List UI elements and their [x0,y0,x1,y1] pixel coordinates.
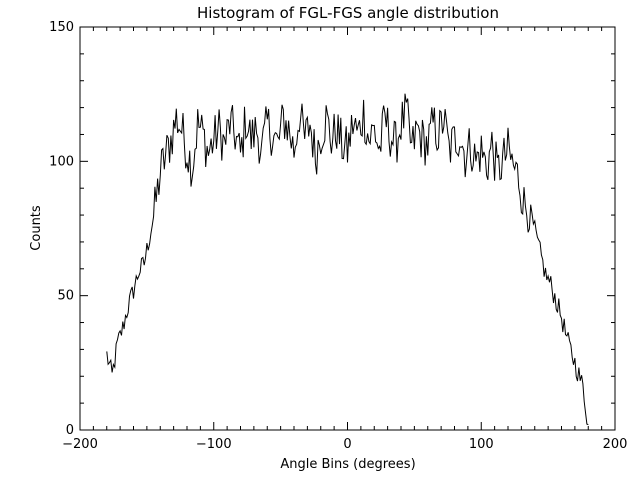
y-tick-label: 50 [57,289,74,304]
x-axis-ticks [79,27,616,430]
x-tick-label: 200 [603,437,628,452]
y-tick-label: 0 [66,423,74,438]
y-axis-label: Counts [29,205,44,251]
series-line-counts [106,93,589,426]
plot-frame [79,26,616,431]
chart-title: Histogram of FGL-FGS angle distribution [197,4,499,22]
x-tick-label: −100 [196,437,232,452]
plot-area: −200 −100 0 100 200 0 50 100 150 [49,20,627,452]
y-axis-tick-labels: 0 50 100 150 [49,20,74,438]
x-tick-label: −200 [62,437,98,452]
x-axis-tick-labels: −200 −100 0 100 200 [62,437,627,452]
x-tick-label: 0 [343,437,351,452]
x-axis-label: Angle Bins (degrees) [280,457,415,472]
y-tick-label: 150 [49,20,74,35]
y-tick-label: 100 [49,154,74,169]
x-tick-label: 100 [469,437,494,452]
series-group [106,93,589,426]
y-axis-ticks [80,26,615,431]
